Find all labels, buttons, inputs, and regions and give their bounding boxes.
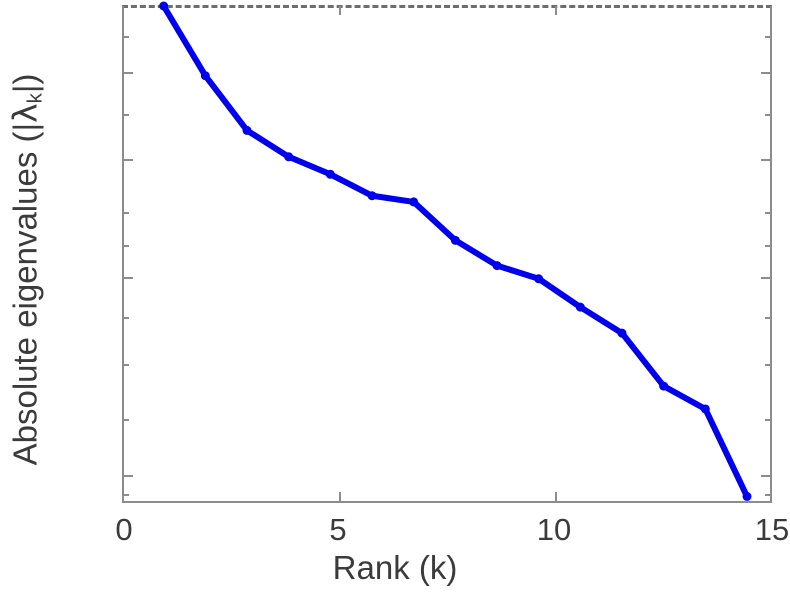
x-tick-label-15: 15 [754,512,790,547]
y-tick-right-0.8 [761,72,770,74]
y-tick-0.2 [124,475,133,477]
x-tick-10 [555,492,557,501]
y-tick-right-minor [765,419,770,421]
x-tick-top-5 [339,6,341,15]
y-tick-minor [124,364,129,366]
y-tick-right-minor [765,364,770,366]
x-tick-label-0: 0 [115,512,133,547]
y-tick-0.4 [124,277,133,279]
y-tick-0.6 [124,159,133,161]
lambda-subscript: k [23,93,46,104]
y-tick-0.8 [124,72,133,74]
y-tick-right-minor [765,36,770,38]
lambda-symbol: λ [5,103,45,123]
x-tick-label-10: 10 [536,512,572,547]
y-tick-right-minor [765,494,770,496]
x-tick-top-10 [555,6,557,15]
y-tick-right-minor [765,245,770,247]
y-tick-minor [124,245,129,247]
y-tick-minor [124,419,129,421]
y-tick-right-0.6 [761,159,770,161]
y-tick-right-minor [765,317,770,319]
x-axis-title: Rank (k) [332,549,458,586]
y-tick-minor [124,212,129,214]
plot-axes-box [122,6,772,503]
y-tick-minor [124,317,129,319]
y-axis-title-prefix: Absolute eigenvalues (| [6,122,44,466]
y-tick-right-minor [765,212,770,214]
y-tick-right-0.2 [761,475,770,477]
x-tick-5 [339,492,341,501]
y-axis-title-suffix: |) [6,73,44,94]
x-tick-label-5: 5 [329,512,347,547]
y-tick-minor [124,36,129,38]
y-tick-right-0.4 [761,277,770,279]
y-tick-right-minor [765,114,770,116]
y-tick-minor [124,494,129,496]
y-tick-minor [124,114,129,116]
y-axis-title: Absolute eigenvalues (|λk|) [5,10,47,530]
